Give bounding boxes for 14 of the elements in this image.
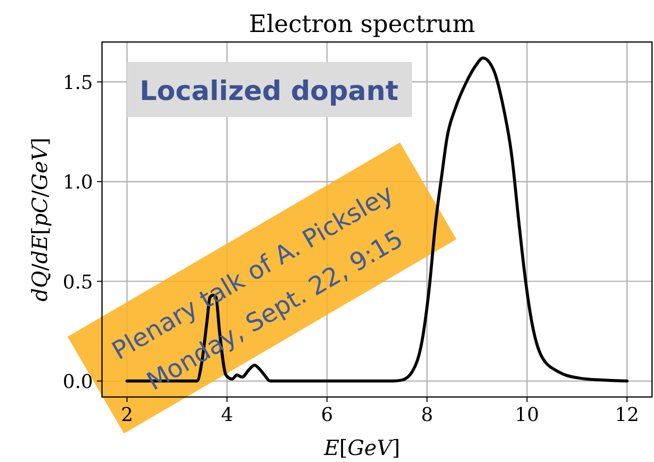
y-tick-label: 1.0 xyxy=(62,172,93,194)
x-tick-label: 10 xyxy=(514,404,540,426)
x-tick-label: 2 xyxy=(120,404,134,426)
chart-title: Electron spectrum xyxy=(248,10,476,38)
y-tick-label: 0.0 xyxy=(62,371,93,394)
x-axis-title: E[GeV] xyxy=(322,436,400,460)
x-tick-label: 4 xyxy=(220,404,234,426)
annotation: Localized dopant xyxy=(140,76,398,107)
y-axis-title: dQ/dE[pC/GeV] xyxy=(28,138,52,302)
x-tick-label: 8 xyxy=(420,404,434,426)
x-tick-label: 6 xyxy=(320,404,334,426)
y-tick-label: 1.5 xyxy=(62,72,93,94)
x-tick-label: 12 xyxy=(614,404,640,426)
y-tick-label: 0.5 xyxy=(62,271,93,294)
